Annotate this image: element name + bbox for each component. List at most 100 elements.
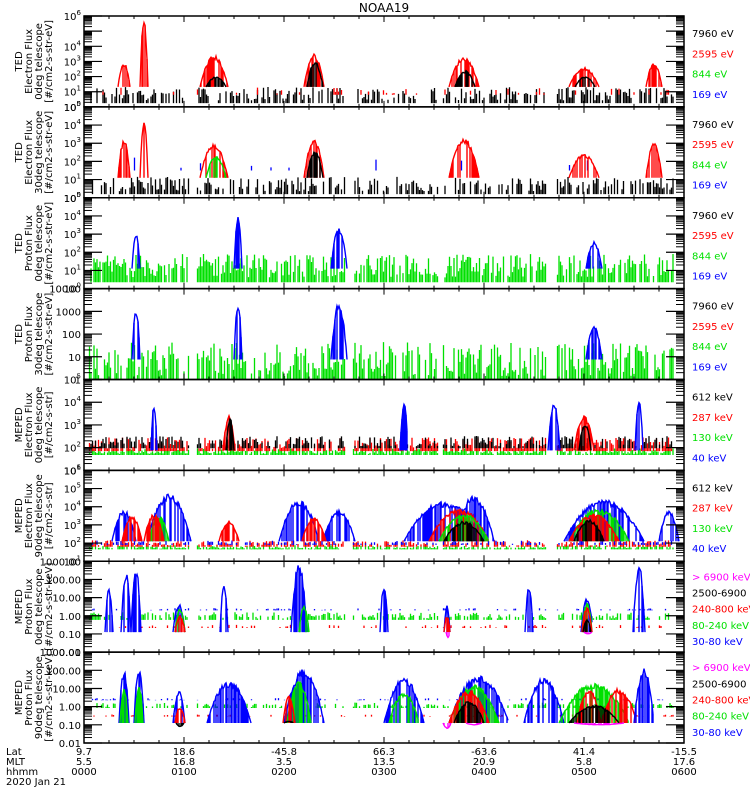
data-layer <box>88 401 674 456</box>
chart-title: NOAA19 <box>359 1 409 15</box>
y-label-line: [#/cm2-s-str] <box>44 391 55 458</box>
y-axis-label: TED Electron Flux 0deg telescope [#/cm2-s-s… <box>14 20 55 103</box>
y-tick-label: 105 <box>64 482 81 496</box>
y-tick-label: 1 <box>75 376 81 387</box>
y-tick-label: 100 <box>64 191 81 205</box>
y-label-line: Electron Flux <box>24 29 35 94</box>
y-label-line: [#/cm2-s-str-eV] <box>44 293 55 376</box>
legend-entry: 287 keV <box>692 504 733 515</box>
series-line <box>143 513 165 542</box>
series-burst-19 <box>632 566 646 633</box>
y-tick-label: 10000 <box>49 285 81 296</box>
data-layer <box>88 303 674 380</box>
series-burst-2 <box>330 228 348 269</box>
y-label-line: TED <box>14 324 25 345</box>
y-tick-label: 1000.00 <box>40 557 81 568</box>
y-tick-label: 102 <box>64 441 81 455</box>
legend-entry: 2595 eV <box>692 322 734 333</box>
y-tick-label: 102 <box>64 536 81 550</box>
series-burst-3 <box>585 325 603 360</box>
y-tick-label: 101 <box>64 85 81 99</box>
data-layer <box>91 122 674 195</box>
series-line <box>298 604 310 633</box>
y-tick-label: 101 <box>64 263 81 277</box>
series-line <box>443 605 451 633</box>
series-line <box>568 66 600 88</box>
y-label-line: 0deg telescope <box>34 387 45 464</box>
series-line <box>322 507 356 542</box>
y-tick-label: 102 <box>64 70 81 84</box>
series-line <box>585 239 603 269</box>
series-burst-9 <box>574 76 596 88</box>
legend-entry: 80-240 keV <box>692 621 749 632</box>
series-burst-2 <box>225 417 235 451</box>
y-label-line: MEPED <box>14 407 25 442</box>
series-burst-4 <box>174 608 186 633</box>
series-burst-8 <box>301 517 327 542</box>
y-axis-label: TED Proton Flux 30deg telescope [#/cm2-s-st… <box>14 293 55 376</box>
y-axis-label: MEPED Electron Flux 0deg telescope [#/cm2-s… <box>14 387 55 464</box>
series-line <box>205 155 227 178</box>
series-line <box>303 52 325 88</box>
series-burst-3 <box>399 402 408 451</box>
data-layer <box>90 217 674 283</box>
series-noise-2 <box>91 540 673 545</box>
y-tick-label: 103 <box>64 54 81 68</box>
series-burst-0 <box>117 64 131 88</box>
y-tick-label: 0.10 <box>59 630 81 641</box>
y-tick-label: 104 <box>64 39 82 53</box>
y-label-line: [#/cm2-s-str-eV] <box>44 202 55 285</box>
series-line <box>199 142 229 178</box>
y-tick-label: 106 <box>64 9 82 23</box>
legend-entry: 40 keV <box>692 453 726 464</box>
series-line <box>120 574 132 633</box>
series-burst-0 <box>131 313 141 360</box>
panel-frame <box>83 378 685 472</box>
data-layer <box>90 20 674 104</box>
y-tick-label: 103 <box>64 136 81 150</box>
series-line <box>547 404 561 451</box>
series-burst-12 <box>445 631 450 639</box>
series-line <box>379 588 389 633</box>
series-line <box>117 64 131 88</box>
series-burst-8 <box>298 604 310 633</box>
panel-meped-e-0: 101 102 103 104 105 MEPED Electron Flux 0deg te… <box>14 373 733 478</box>
y-tick-label: 106 <box>64 463 82 477</box>
series-burst-5 <box>218 519 240 542</box>
series-line <box>225 417 235 451</box>
series-line <box>139 20 149 87</box>
series-burst-5 <box>306 62 324 88</box>
series-line <box>645 142 663 178</box>
y-tick-label: 1.00 <box>59 612 81 623</box>
series-noise-0 <box>90 86 674 104</box>
y-tick-label: 0.01 <box>59 648 81 659</box>
y-tick-label: 101 <box>64 173 81 187</box>
series-burst-7 <box>454 69 476 88</box>
y-label-line: 30deg telescope <box>34 111 45 194</box>
series-line <box>563 498 645 542</box>
series-line <box>573 518 605 542</box>
y-tick-label: 104 <box>64 118 82 132</box>
series-burst-7 <box>634 401 644 451</box>
series-line <box>585 325 603 360</box>
series-burst-6 <box>578 425 592 451</box>
series-burst-3 <box>205 76 227 88</box>
series-burst-7 <box>322 507 356 542</box>
series-burst-1 <box>120 574 132 633</box>
y-tick-label: 10 <box>68 353 81 364</box>
y-label-line: MEPED <box>14 589 25 624</box>
series-noise-0 <box>91 176 674 195</box>
series-line <box>583 631 593 635</box>
series-burst-7 <box>290 565 308 633</box>
series-line <box>218 519 240 542</box>
series-line <box>580 597 593 633</box>
series-burst-9 <box>379 588 389 633</box>
series-line <box>301 517 327 542</box>
series-line <box>448 137 480 178</box>
series-burst-2 <box>330 303 348 360</box>
legend-entry: > 6900 keV <box>692 572 750 583</box>
series-line <box>445 631 450 639</box>
